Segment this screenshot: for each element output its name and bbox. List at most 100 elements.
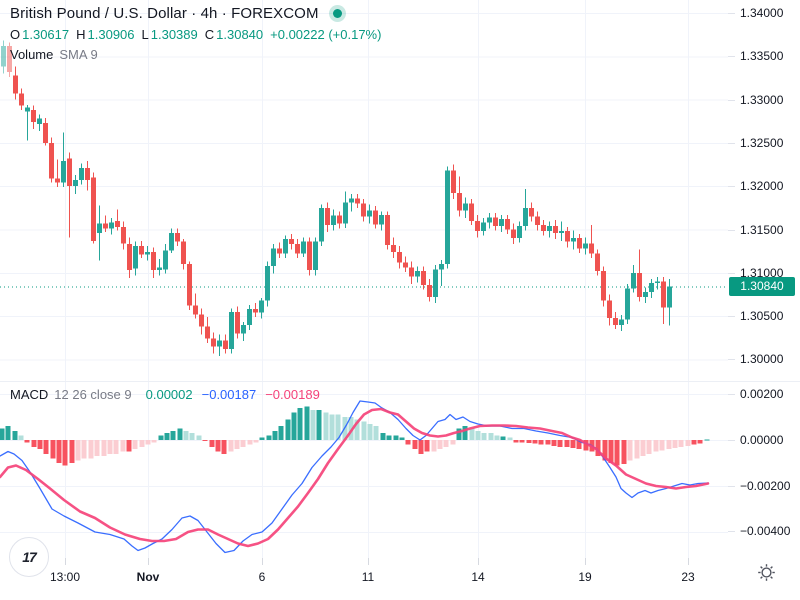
macd-histogram-bar <box>456 428 462 440</box>
macd-histogram-bar <box>614 440 620 466</box>
pane-separator[interactable] <box>0 381 800 382</box>
candle <box>661 277 666 324</box>
macd-histogram-bar <box>494 435 500 440</box>
macd-histogram-bar <box>450 440 456 445</box>
macd-legend: MACD 12 26 close 9 0.00002 −0.00187 −0.00189 <box>10 387 320 402</box>
macd-line-value: −0.00187 <box>201 387 257 402</box>
candle <box>667 279 672 326</box>
macd-histogram-bar <box>348 417 354 440</box>
macd-indicator-label[interactable]: MACD <box>10 387 49 402</box>
macd-histogram-bar <box>132 440 138 449</box>
macd-histogram-bar <box>672 440 678 448</box>
macd-histogram-bar <box>380 433 386 440</box>
macd-histogram-bar <box>253 440 259 443</box>
candle <box>133 241 138 276</box>
candle <box>655 277 660 290</box>
candle <box>85 161 90 191</box>
candle <box>61 132 66 187</box>
macd-histogram-bar <box>158 435 164 440</box>
open-label: O <box>10 27 21 42</box>
chart-canvas[interactable] <box>0 0 728 558</box>
axis-tick <box>368 558 369 565</box>
macd-line <box>0 400 709 554</box>
candle <box>121 221 126 250</box>
candle <box>193 293 198 319</box>
candle <box>439 260 444 286</box>
time-scale[interactable]: 13:00 Nov 6 11 14 19 23 <box>0 558 800 600</box>
candle <box>601 266 606 307</box>
candle <box>43 118 48 146</box>
candle <box>169 228 174 253</box>
candle <box>517 221 522 243</box>
axis-tick <box>728 230 735 231</box>
tradingview-logo[interactable]: 17 <box>9 537 49 577</box>
candle <box>343 191 348 228</box>
candle <box>535 211 540 231</box>
macd-histogram-bar <box>469 428 475 440</box>
candle <box>445 166 450 269</box>
macd-axis-label: −0.00400 <box>740 524 791 538</box>
macd-histogram-bar <box>50 440 56 459</box>
axis-tick <box>728 394 735 395</box>
axis-tick <box>728 440 735 441</box>
macd-histogram-bar <box>266 435 272 440</box>
candle <box>421 266 426 290</box>
candle <box>91 172 96 244</box>
candle <box>553 220 558 239</box>
candle <box>175 228 180 246</box>
macd-histogram-bar <box>545 440 551 445</box>
macd-histogram-bar <box>285 419 291 440</box>
gear-icon[interactable] <box>757 563 776 582</box>
candle <box>235 306 240 339</box>
macd-histogram-bar <box>5 426 11 440</box>
candle <box>145 246 150 261</box>
macd-histogram-bar <box>666 440 672 449</box>
symbol-legend: British Pound / U.S. Dollar · 4h · FOREX… <box>10 5 383 62</box>
candle <box>571 230 576 250</box>
macd-histogram-bar <box>685 440 691 446</box>
candle <box>433 265 438 303</box>
axis-tick <box>728 186 735 187</box>
market-status-icon[interactable] <box>328 5 346 22</box>
macd-axis-label: 0.00000 <box>740 433 784 447</box>
candle <box>19 88 24 110</box>
candle <box>313 237 318 276</box>
macd-histogram-bar <box>462 426 468 440</box>
macd-histogram-bar <box>81 440 87 459</box>
candle <box>163 244 168 274</box>
symbol-title[interactable]: British Pound / U.S. Dollar · 4h · FOREX… <box>10 5 319 22</box>
candle <box>325 202 330 232</box>
macd-histogram-bar <box>500 436 506 440</box>
axis-tick <box>728 100 735 101</box>
macd-histogram-bar <box>228 440 234 452</box>
candle <box>511 223 516 244</box>
candle <box>229 308 234 354</box>
candle <box>301 237 306 257</box>
ohlc-row: O 1.30617 H 1.30906 L 1.30389 C 1.30840 +0.00222… <box>10 27 383 42</box>
macd-axis-label: 0.00200 <box>740 387 784 401</box>
axis-tick <box>262 558 263 565</box>
macd-histogram-bar <box>659 440 665 451</box>
candle <box>577 234 582 253</box>
candle <box>271 244 276 274</box>
candle <box>199 308 204 335</box>
candle <box>1 40 6 74</box>
macd-histogram-bar <box>475 431 481 440</box>
macd-histogram-bar <box>367 424 373 440</box>
candle <box>643 287 648 303</box>
macd-histogram-bar <box>583 440 589 451</box>
candle <box>493 213 498 231</box>
close-value: 1.30840 <box>216 27 264 42</box>
macd-histogram-bar <box>576 440 582 449</box>
axis-tick <box>585 558 586 565</box>
time-axis-label: 23 <box>681 570 695 584</box>
candle <box>379 211 384 231</box>
macd-histogram-bar <box>691 440 697 445</box>
low-label: L <box>141 27 149 42</box>
volume-indicator-label[interactable]: Volume <box>10 47 54 62</box>
macd-histogram-bar <box>354 419 360 440</box>
axis-tick <box>728 143 735 144</box>
candle <box>367 204 372 224</box>
axis-tick <box>728 486 735 487</box>
